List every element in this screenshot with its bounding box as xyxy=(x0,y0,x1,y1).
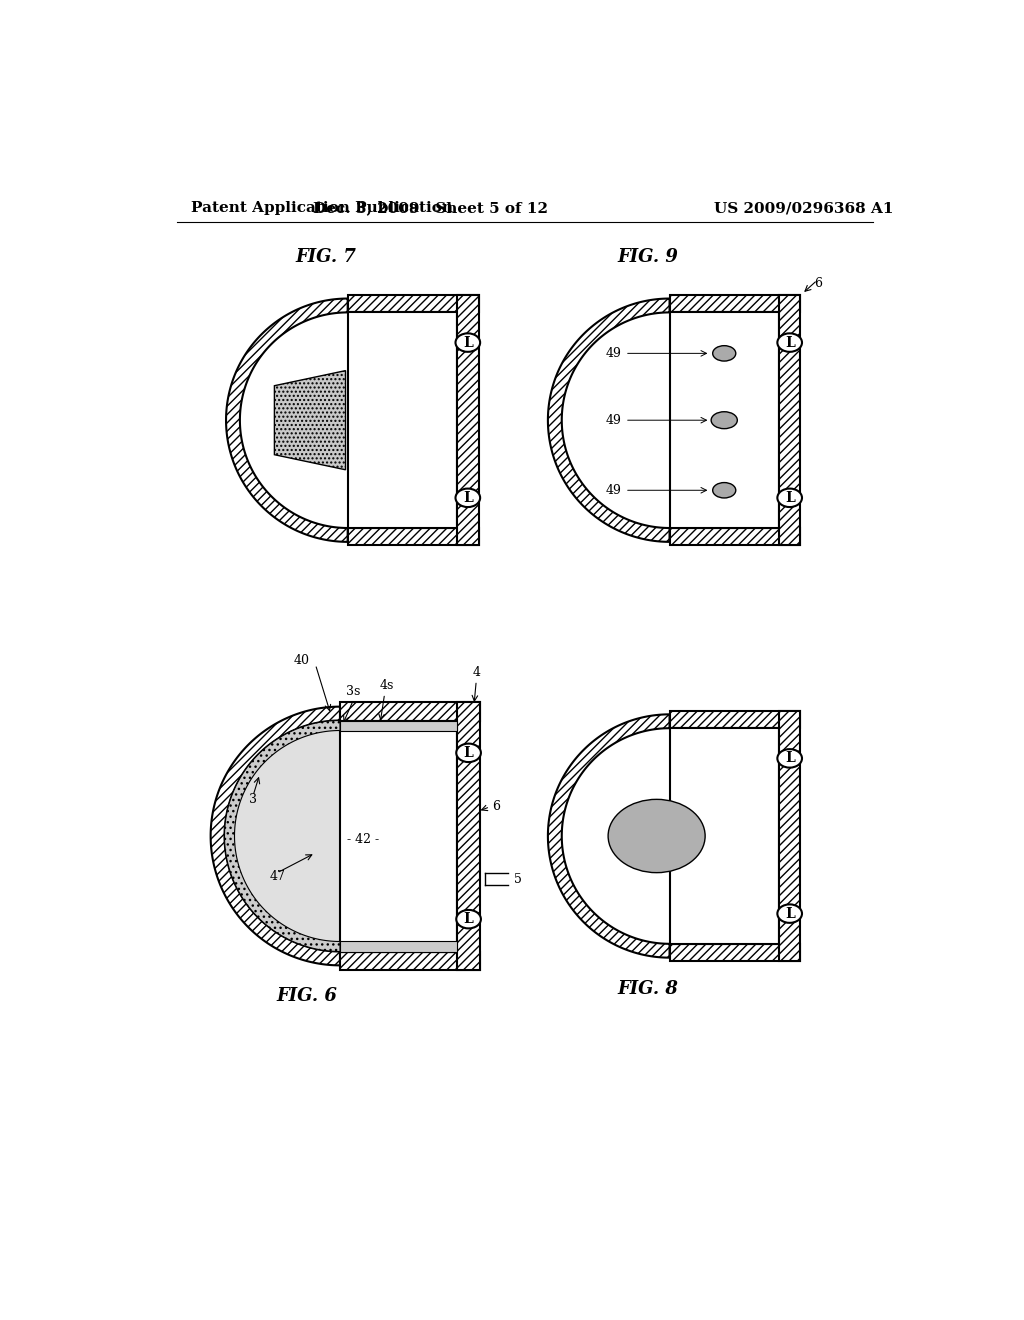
Text: 3s: 3s xyxy=(346,685,360,698)
Text: - 42 -: - 42 - xyxy=(347,833,379,846)
Polygon shape xyxy=(226,298,348,543)
Ellipse shape xyxy=(713,483,736,498)
Text: L: L xyxy=(784,491,795,504)
Text: 49: 49 xyxy=(606,483,622,496)
Text: FIG. 6: FIG. 6 xyxy=(276,987,338,1006)
Polygon shape xyxy=(548,298,670,543)
Polygon shape xyxy=(224,721,340,952)
Text: FIG. 8: FIG. 8 xyxy=(617,979,678,998)
Text: L: L xyxy=(784,907,795,920)
Text: 3: 3 xyxy=(249,792,257,805)
Ellipse shape xyxy=(777,750,802,768)
Ellipse shape xyxy=(777,488,802,507)
Text: 6: 6 xyxy=(493,800,501,813)
Polygon shape xyxy=(274,371,345,470)
Polygon shape xyxy=(548,714,670,958)
Bar xyxy=(340,941,457,952)
Text: US 2009/0296368 A1: US 2009/0296368 A1 xyxy=(714,202,894,215)
Text: 6: 6 xyxy=(814,277,822,289)
Text: Dec. 3, 2009   Sheet 5 of 12: Dec. 3, 2009 Sheet 5 of 12 xyxy=(313,202,549,215)
Text: FIG. 9: FIG. 9 xyxy=(617,248,678,267)
Ellipse shape xyxy=(456,334,480,352)
Bar xyxy=(670,729,779,944)
Text: 4: 4 xyxy=(472,667,480,680)
Text: L: L xyxy=(464,912,473,927)
Ellipse shape xyxy=(713,346,736,362)
Text: L: L xyxy=(463,491,473,504)
Ellipse shape xyxy=(777,334,802,352)
Text: L: L xyxy=(784,751,795,766)
Text: Patent Application Publication: Patent Application Publication xyxy=(190,202,453,215)
Text: 49: 49 xyxy=(606,347,622,360)
Bar xyxy=(670,528,801,545)
Bar xyxy=(457,702,480,970)
Ellipse shape xyxy=(457,743,481,762)
Text: 47: 47 xyxy=(269,870,285,883)
Polygon shape xyxy=(224,721,340,952)
Ellipse shape xyxy=(457,909,481,928)
Bar xyxy=(340,702,480,721)
Ellipse shape xyxy=(711,412,737,429)
Text: 40: 40 xyxy=(293,653,309,667)
Bar xyxy=(779,711,801,961)
Polygon shape xyxy=(211,706,340,965)
Bar xyxy=(670,313,779,528)
Text: L: L xyxy=(464,746,473,760)
Bar xyxy=(348,313,457,528)
Bar xyxy=(670,944,801,961)
Text: L: L xyxy=(463,335,473,350)
Ellipse shape xyxy=(777,904,802,923)
Bar xyxy=(340,721,457,952)
Text: L: L xyxy=(784,335,795,350)
Text: 4s: 4s xyxy=(380,680,394,693)
Bar xyxy=(670,711,801,729)
Bar xyxy=(670,296,801,313)
Text: 49: 49 xyxy=(606,413,622,426)
Ellipse shape xyxy=(456,488,480,507)
Text: 5: 5 xyxy=(514,873,522,886)
Bar xyxy=(348,528,478,545)
Text: FIG. 7: FIG. 7 xyxy=(295,248,356,267)
Ellipse shape xyxy=(608,800,706,873)
Bar xyxy=(779,296,801,545)
Bar xyxy=(340,721,457,730)
Bar xyxy=(457,296,478,545)
Bar xyxy=(340,952,480,970)
Bar xyxy=(348,296,478,313)
